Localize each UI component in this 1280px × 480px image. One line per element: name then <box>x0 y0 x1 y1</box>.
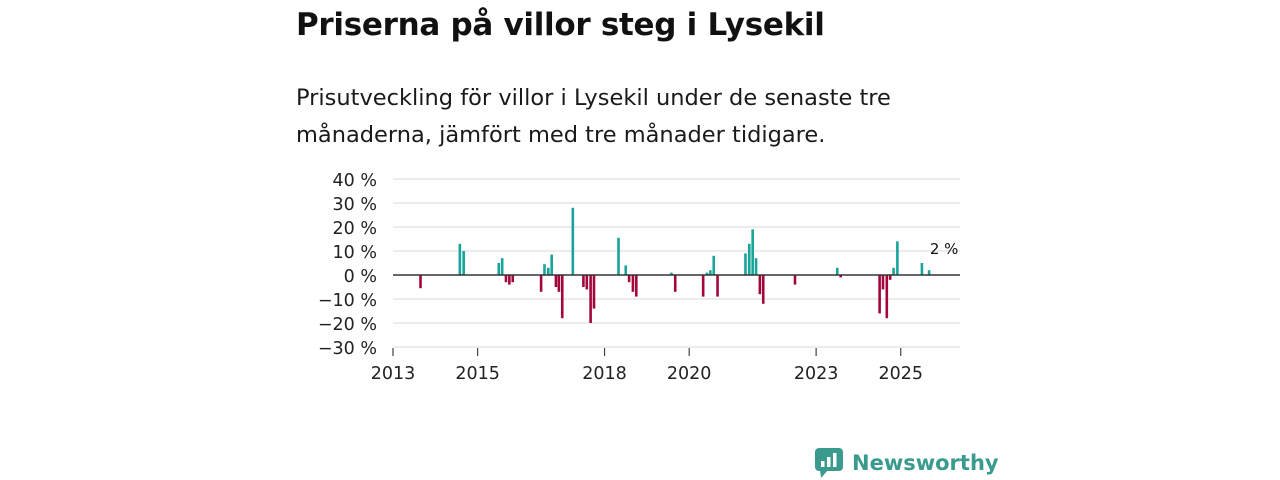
bar <box>592 275 596 309</box>
y-tick-label: 10 % <box>333 243 377 263</box>
bar <box>839 275 842 278</box>
last-value-label: 2 % <box>930 240 959 258</box>
bar <box>497 263 501 275</box>
bar <box>419 275 422 289</box>
y-tick-label: 20 % <box>333 219 377 239</box>
bar <box>462 251 465 275</box>
bar <box>878 275 881 314</box>
chart-title: Priserna på villor steg i Lysekil <box>296 7 825 43</box>
x-axis: 2013 2015 2018 2020 2023 2025 <box>371 348 923 384</box>
bar <box>758 275 762 295</box>
bar <box>761 275 765 304</box>
bar <box>560 275 564 319</box>
bar <box>744 253 747 275</box>
bar <box>546 267 550 275</box>
y-axis: 40 % 30 % 20 % 10 % 0 % −10 % −20 % −30 % <box>318 171 377 359</box>
bar <box>543 264 546 275</box>
bar <box>550 254 553 275</box>
bar <box>716 275 719 297</box>
chart-subtitle: Prisutveckling för villor i Lysekil unde… <box>296 85 891 148</box>
bar <box>705 272 709 275</box>
bars <box>393 207 960 323</box>
bar <box>624 265 628 275</box>
bar <box>635 275 638 297</box>
bar <box>554 275 558 287</box>
bar <box>920 263 924 275</box>
bar <box>539 275 543 292</box>
bar <box>892 267 895 275</box>
bar <box>504 275 508 283</box>
bar <box>751 229 754 275</box>
y-tick-label: 0 % <box>344 267 377 287</box>
bar <box>508 275 511 285</box>
bar <box>511 275 515 283</box>
x-tick-label: 2018 <box>582 364 627 384</box>
bar <box>670 272 673 275</box>
x-tick-label: 2013 <box>371 364 416 384</box>
x-tick-label: 2015 <box>455 364 500 384</box>
bar <box>582 275 585 287</box>
y-tick-label: 30 % <box>333 195 377 215</box>
bar <box>701 275 705 297</box>
bar <box>835 267 839 275</box>
gridlines <box>393 178 960 348</box>
bar <box>673 275 677 292</box>
y-tick-label: −30 % <box>318 339 377 359</box>
bar <box>712 255 716 275</box>
newsworthy-logo: Newsworthy <box>815 446 999 480</box>
bar <box>754 258 758 275</box>
bar <box>585 275 589 290</box>
x-tick-label: 2025 <box>878 364 923 384</box>
bar <box>747 243 751 275</box>
bar <box>927 270 931 275</box>
y-tick-label: −10 % <box>318 291 377 311</box>
x-tick-label: 2023 <box>794 364 839 384</box>
y-tick-label: −20 % <box>318 315 377 335</box>
bar <box>571 207 575 275</box>
x-tick-label: 2020 <box>667 364 712 384</box>
brand-name: Newsworthy <box>852 451 999 475</box>
bar <box>631 275 635 292</box>
bar <box>885 275 889 319</box>
bar <box>627 275 631 283</box>
bar <box>557 275 561 292</box>
bar-chart: 40 %30 %20 %10 %0 %−10 %−20 %−30 % 2013 2… <box>318 171 960 384</box>
bar <box>617 237 620 275</box>
newsworthy-logo-icon <box>815 448 843 478</box>
bar <box>888 275 892 280</box>
bar <box>793 275 797 285</box>
bar <box>500 258 504 275</box>
bar <box>709 270 712 275</box>
bar <box>458 243 462 275</box>
data-labels: 2 % <box>930 240 959 258</box>
y-tick-label: 40 % <box>333 171 377 191</box>
bar <box>589 275 592 323</box>
bar <box>881 275 885 290</box>
bar <box>896 241 899 275</box>
